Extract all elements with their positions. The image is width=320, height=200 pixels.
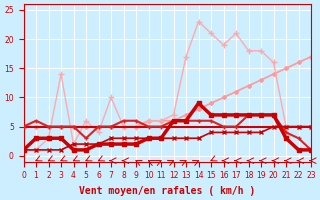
X-axis label: Vent moyen/en rafales ( km/h ): Vent moyen/en rafales ( km/h ) <box>79 186 255 196</box>
